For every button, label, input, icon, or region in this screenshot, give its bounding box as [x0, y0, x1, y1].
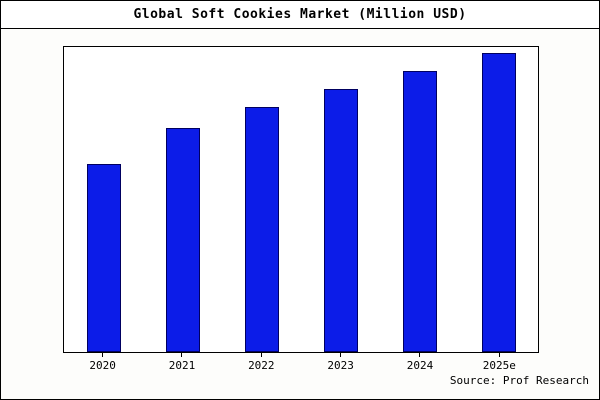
x-tick: [260, 353, 262, 357]
x-tick: [340, 353, 342, 357]
bar-2024: [402, 70, 437, 352]
x-tick-label: 2024: [406, 359, 434, 372]
chart-header: Global Soft Cookies Market (Million USD): [1, 1, 599, 29]
plot-area: [63, 46, 539, 353]
bar-slot: [222, 47, 301, 352]
chart-title: Global Soft Cookies Market (Million USD): [133, 7, 467, 22]
bar-slot: [64, 47, 143, 352]
bar-2023: [323, 88, 358, 352]
bar-slot: [380, 47, 459, 352]
source-note: Source: Prof Research: [449, 374, 589, 387]
x-tick: [102, 353, 104, 357]
x-label-slot: 2021: [142, 353, 221, 372]
bar-slot: [143, 47, 222, 352]
bars: [64, 47, 538, 352]
bar-2020: [86, 163, 121, 352]
bar-2025e: [481, 52, 516, 352]
bar-2022: [244, 106, 279, 352]
x-axis-labels: 2020 2021 2022 2023 2024 2025e: [63, 353, 539, 372]
x-tick: [181, 353, 183, 357]
x-label-slot: 2024: [380, 353, 459, 372]
x-tick-label: 2021: [168, 359, 196, 372]
x-tick: [498, 353, 500, 357]
bar-slot: [301, 47, 380, 352]
bar-2021: [165, 127, 200, 352]
x-label-slot: 2020: [63, 353, 142, 372]
x-tick-label: 2025e: [482, 359, 516, 372]
x-label-slot: 2025e: [460, 353, 539, 372]
bar-slot: [459, 47, 538, 352]
x-tick-label: 2022: [248, 359, 275, 372]
x-label-slot: 2022: [222, 353, 301, 372]
x-label-slot: 2023: [301, 353, 380, 372]
x-tick: [419, 353, 421, 357]
x-tick-label: 2020: [89, 359, 116, 372]
x-tick-label: 2023: [327, 359, 354, 372]
